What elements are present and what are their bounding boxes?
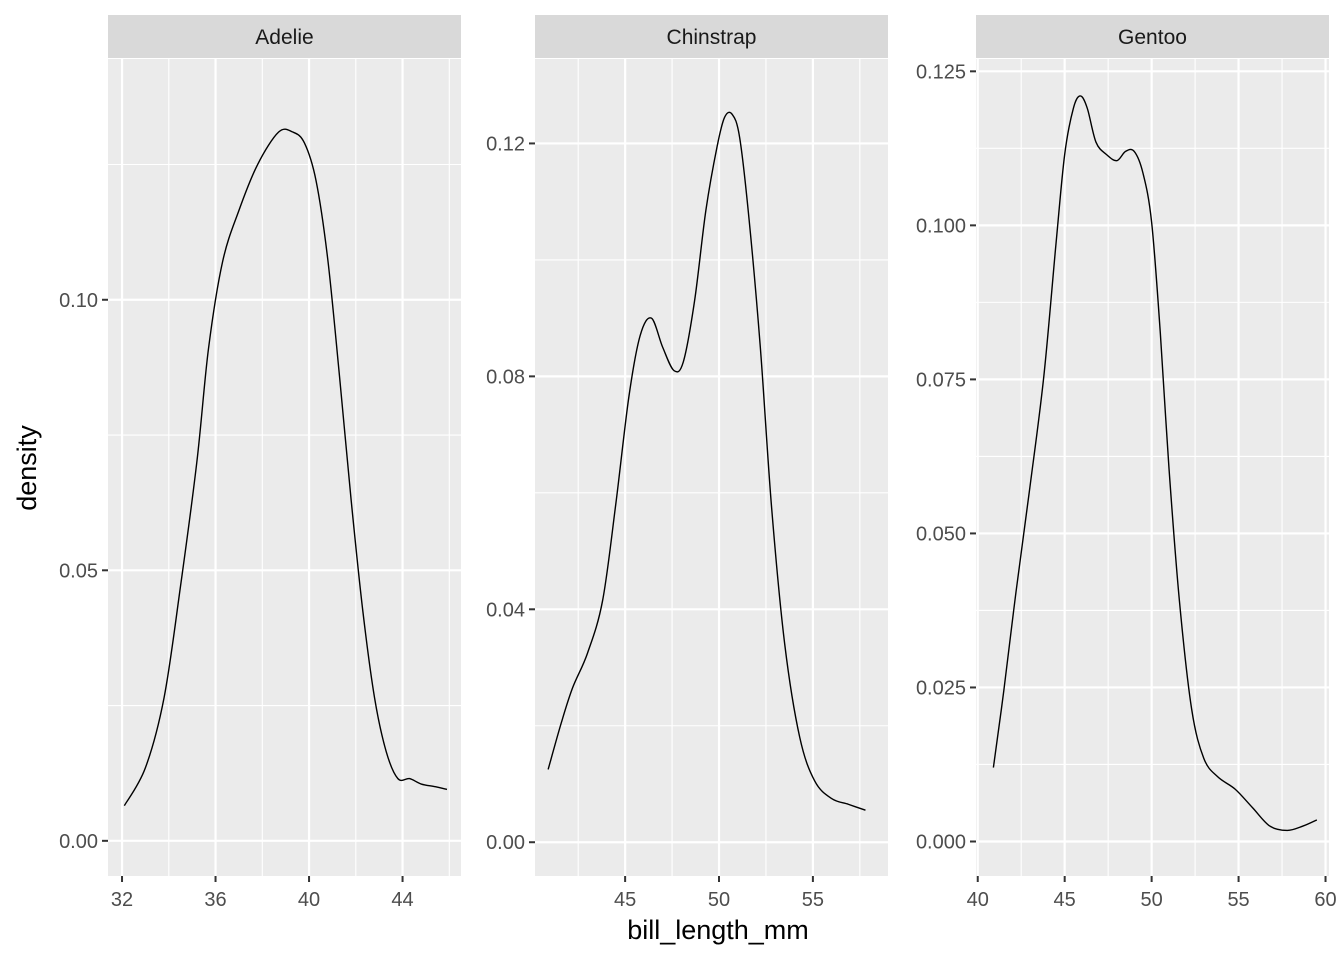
facet-panel-chinstrap: Chinstrap 45 50 55 0.00 0.04 0.08 0.12 [486, 15, 888, 911]
facet-strip [535, 15, 888, 58]
density-line-chinstrap [547, 111, 866, 811]
y-tick-label: 0.00 [486, 832, 525, 854]
y-tick-label: 0.000 [916, 831, 966, 853]
y-tick-label: 0.025 [916, 677, 966, 699]
y-tick-label: 0.050 [916, 523, 966, 545]
x-axis-title: bill_length_mm [627, 915, 809, 945]
panel-background [535, 59, 888, 876]
facet-panel-adelie: Adelie 32 36 40 44 0.00 0.05 0.10 [59, 15, 461, 911]
x-tick-label: 45 [1054, 889, 1076, 911]
y-tick-label: 0.12 [486, 133, 525, 155]
facet-strip-label: Adelie [255, 26, 313, 49]
x-tick-label: 36 [204, 889, 226, 911]
y-axis-title: density [12, 425, 42, 511]
y-tick-label: 0.10 [59, 290, 98, 312]
y-tick-label: 0.05 [59, 560, 98, 582]
x-tick-label: 50 [1141, 889, 1163, 911]
y-tick-label: 0.100 [916, 215, 966, 237]
x-tick-label: 55 [802, 889, 824, 911]
density-line-gentoo [992, 95, 1318, 832]
x-tick-label: 40 [967, 889, 989, 911]
facet-strip-label: Chinstrap [667, 26, 757, 49]
x-tick-label: 44 [391, 889, 413, 911]
facet-panel-gentoo: Gentoo 40 45 50 55 60 0.000 0.025 0.050 0.075 0.10… [916, 15, 1337, 911]
y-tick-label: 0.08 [486, 366, 525, 388]
y-tick-label: 0.125 [916, 61, 966, 83]
density-line-adelie [123, 128, 448, 807]
y-tick-label: 0.00 [59, 831, 98, 853]
x-tick-label: 55 [1227, 889, 1249, 911]
facet-strip [108, 15, 461, 58]
facet-strip-label: Gentoo [1118, 26, 1187, 49]
x-tick-label: 50 [708, 889, 730, 911]
y-tick-label: 0.075 [916, 369, 966, 391]
x-tick-label: 40 [298, 889, 320, 911]
facet-strip [976, 15, 1329, 58]
x-tick-label: 60 [1314, 889, 1336, 911]
panel-background [108, 59, 461, 876]
x-tick-label: 45 [614, 889, 636, 911]
y-tick-label: 0.04 [486, 599, 525, 621]
x-tick-label: 32 [111, 889, 133, 911]
